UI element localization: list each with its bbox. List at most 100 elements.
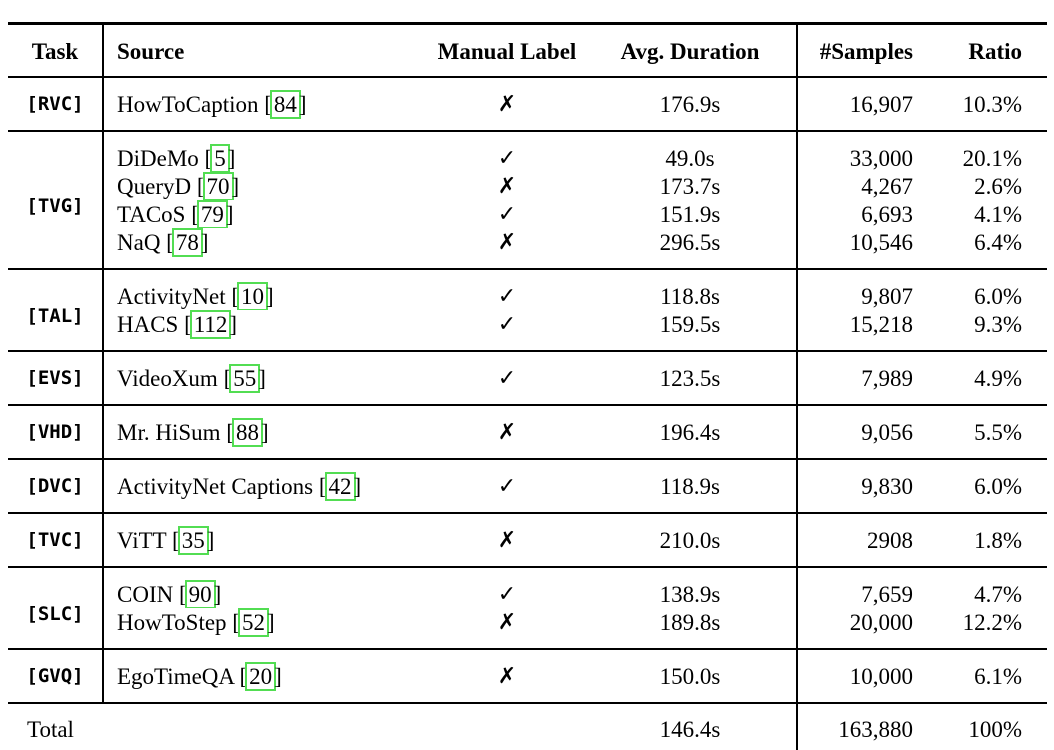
source-cell: ActivityNet [10]: [102, 269, 430, 310]
citation-link[interactable]: 88: [231, 417, 263, 447]
avg-duration-cell: 146.4s: [659, 717, 721, 742]
avg-duration-cell: 189.8s: [659, 609, 721, 635]
citation-link[interactable]: 78: [171, 228, 203, 257]
header-row: Task Source Manual Label Avg. Duration #…: [8, 23, 1047, 77]
source-cell: EgoTimeQA [20]: [102, 649, 430, 703]
avg-duration-cell: 138.9s: [659, 581, 721, 607]
total-label-cell: Total: [27, 717, 74, 742]
table-row: TACoS [79] ✓ 151.9s 6,693 4.1%: [8, 200, 1047, 228]
task-cell: [VHD]: [26, 420, 84, 443]
citation-link[interactable]: 42: [324, 471, 356, 501]
citation-link[interactable]: 20: [245, 661, 277, 691]
source-cell: ViTT [35]: [102, 513, 430, 567]
avg-duration-cell: 49.0s: [665, 145, 715, 171]
ratio-cell: 20.1%: [962, 145, 1022, 171]
citation-link[interactable]: 35: [177, 525, 209, 555]
source-cell: DiDeMo [5]: [102, 131, 430, 172]
source-cell: VideoXum [55]: [102, 351, 430, 405]
ratio-cell: 9.3%: [974, 311, 1022, 337]
ratio-cell: 4.9%: [974, 365, 1022, 391]
citation-link[interactable]: 79: [196, 200, 228, 228]
col-header-samples: #Samples: [796, 23, 925, 77]
ratio-cell: 10.3%: [962, 91, 1022, 117]
ratio-cell: 6.1%: [974, 663, 1022, 689]
dataset-statistics-table: Task Source Manual Label Avg. Duration #…: [8, 22, 1047, 750]
source-cell: QueryD [70]: [102, 172, 430, 200]
samples-cell: 9,056: [796, 405, 925, 459]
cross-icon: ✗: [497, 528, 517, 553]
col-header-avg-duration: Avg. Duration: [620, 39, 760, 64]
samples-cell: 20,000: [796, 608, 925, 649]
table-row: [TAL] ActivityNet [10] ✓ 118.8s 9,807 6.0%: [8, 269, 1047, 327]
task-cell: [TVG]: [26, 194, 84, 217]
citation-link[interactable]: 90: [184, 579, 216, 608]
ratio-cell: 100%: [968, 717, 1022, 742]
manual-label-cell: ✗: [430, 405, 584, 459]
cross-icon: ✗: [497, 230, 517, 255]
task-cell: [GVQ]: [26, 664, 84, 687]
table-row: [RVC] HowToCaption [84] ✗ 176.9s 16,907 10.3%: [8, 77, 1047, 131]
manual-label-cell: ✓: [430, 459, 584, 513]
citation-link[interactable]: 52: [237, 608, 269, 637]
manual-label-cell: [430, 703, 584, 750]
ratio-cell: 5.5%: [974, 419, 1022, 445]
samples-cell: 10,546: [796, 228, 925, 269]
avg-duration-cell: 173.7s: [659, 173, 721, 199]
cross-icon: ✗: [497, 610, 517, 635]
citation-link[interactable]: 70: [202, 172, 234, 200]
samples-cell: 7,659: [796, 567, 925, 608]
citation-link[interactable]: 55: [229, 363, 261, 393]
samples-cell: 9,830: [796, 459, 925, 513]
samples-cell: 15,218: [796, 310, 925, 351]
source-cell: HowToCaption [84]: [102, 77, 430, 131]
samples-cell: 7,989: [796, 351, 925, 405]
source-cell: HowToStep [52]: [102, 608, 430, 649]
task-cell: [DVC]: [26, 474, 84, 497]
check-icon: ✓: [497, 312, 517, 337]
manual-label-cell: ✓: [430, 269, 584, 310]
check-icon: ✓: [497, 582, 517, 607]
table-row: NaQ [78] ✗ 296.5s 10,546 6.4%: [8, 228, 1047, 269]
task-cell: [RVC]: [26, 92, 84, 115]
manual-label-cell: ✓: [430, 351, 584, 405]
cross-icon: ✗: [497, 174, 517, 199]
table-row: [VHD] Mr. HiSum [88] ✗ 196.4s 9,056 5.5%: [8, 405, 1047, 459]
table-row: [SLC] COIN [90] ✓ 138.9s 7,659 4.7%: [8, 567, 1047, 625]
table-row: [TVG] DiDeMo [5] ✓ 49.0s 33,000 20.1%: [8, 131, 1047, 217]
ratio-cell: 4.7%: [974, 581, 1022, 607]
col-header-task: Task: [31, 39, 79, 64]
table-row: QueryD [70] ✗ 173.7s 4,267 2.6%: [8, 172, 1047, 200]
manual-label-cell: ✓: [430, 131, 584, 172]
ratio-cell: 6.0%: [974, 283, 1022, 309]
manual-label-cell: ✗: [430, 608, 584, 649]
manual-label-cell: ✓: [430, 200, 584, 228]
ratio-cell: 12.2%: [962, 609, 1022, 635]
citation-link[interactable]: 5: [210, 143, 230, 172]
cross-icon: ✗: [497, 664, 517, 689]
table-row: [DVC] ActivityNet Captions [42] ✓ 118.9s 9,8…: [8, 459, 1047, 513]
check-icon: ✓: [497, 366, 517, 391]
ratio-cell: 2.6%: [974, 173, 1022, 199]
source-cell: TACoS [79]: [102, 200, 430, 228]
avg-duration-cell: 151.9s: [659, 201, 721, 227]
source-cell: Mr. HiSum [88]: [102, 405, 430, 459]
avg-duration-cell: 123.5s: [659, 365, 721, 391]
table-row: [EVS] VideoXum [55] ✓ 123.5s 7,989 4.9%: [8, 351, 1047, 405]
table-row: HowToStep [52] ✗ 189.8s 20,000 12.2%: [8, 608, 1047, 649]
samples-cell: 10,000: [796, 649, 925, 703]
table-row: HACS [112] ✓ 159.5s 15,218 9.3%: [8, 310, 1047, 351]
task-cell: [TAL]: [26, 304, 84, 327]
ratio-cell: 6.4%: [974, 229, 1022, 255]
avg-duration-cell: 210.0s: [659, 527, 721, 553]
citation-link[interactable]: 112: [189, 310, 232, 339]
samples-cell: 33,000: [796, 131, 925, 172]
avg-duration-cell: 196.4s: [659, 419, 721, 445]
samples-cell: 16,907: [796, 77, 925, 131]
check-icon: ✓: [497, 474, 517, 499]
citation-link[interactable]: 10: [237, 281, 268, 310]
citation-link[interactable]: 84: [269, 89, 301, 119]
samples-cell: 9,807: [796, 269, 925, 310]
source-cell: HACS [112]: [102, 310, 430, 351]
avg-duration-cell: 296.5s: [659, 229, 721, 255]
col-header-ratio: Ratio: [968, 39, 1022, 64]
